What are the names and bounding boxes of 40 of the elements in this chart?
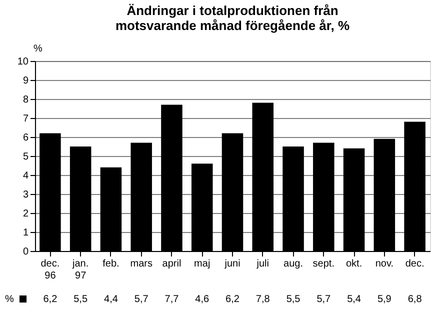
x-tick-label: juli — [256, 258, 269, 270]
x-tick-label: dec. 96 — [40, 258, 60, 282]
y-tick-label: 5 — [22, 152, 29, 162]
x-tick-label: jan. 97 — [72, 258, 89, 282]
y-tick-label: 2 — [22, 208, 29, 220]
data-label: 6,2 — [43, 294, 58, 305]
x-tick-label: maj — [194, 258, 210, 270]
legend-label: % — [5, 294, 14, 305]
x-tick-label: nov. — [375, 258, 394, 270]
x-tick-label: feb. — [102, 258, 120, 270]
data-label: 7,8 — [256, 294, 270, 305]
y-tick-label: 10 — [17, 56, 29, 68]
data-label: 6,8 — [408, 294, 422, 305]
y-tick-label: 3 — [22, 190, 29, 200]
x-tick-label: april — [162, 258, 182, 270]
x-tick-label: sept. — [312, 258, 334, 270]
y-tick-label: 1 — [22, 228, 29, 238]
data-label: 6,2 — [226, 294, 240, 305]
x-tick-label: juni — [224, 258, 240, 270]
x-tick-label: okt. — [346, 258, 362, 270]
y-tick-label: 0 — [22, 246, 29, 258]
x-tick-label: aug. — [284, 258, 304, 270]
data-label: 4,6 — [195, 294, 210, 305]
data-label: 5,7 — [134, 294, 149, 305]
y-tick-label: 7 — [22, 114, 29, 124]
data-label: 5,4 — [347, 294, 362, 305]
data-label: 7,7 — [164, 294, 180, 305]
data-label: 4,4 — [104, 294, 118, 305]
y-tick-label: 8 — [22, 94, 29, 106]
y-tick-label: 6 — [22, 132, 29, 144]
chart-title: Ändringar i totalproduktionen från motsvarande månad föregående år, % — [115, 3, 350, 33]
data-label: 5,5 — [286, 294, 301, 305]
y-tick-label: 4 — [22, 170, 29, 182]
y-axis-title: % — [34, 44, 42, 54]
y-tick-label: 9 — [22, 76, 29, 86]
data-label: 5,9 — [377, 294, 392, 305]
data-label: 5,5 — [74, 294, 88, 305]
data-label: 5,7 — [316, 294, 332, 305]
x-tick-label: dec. — [405, 258, 424, 270]
x-tick-label: mars — [130, 258, 152, 270]
